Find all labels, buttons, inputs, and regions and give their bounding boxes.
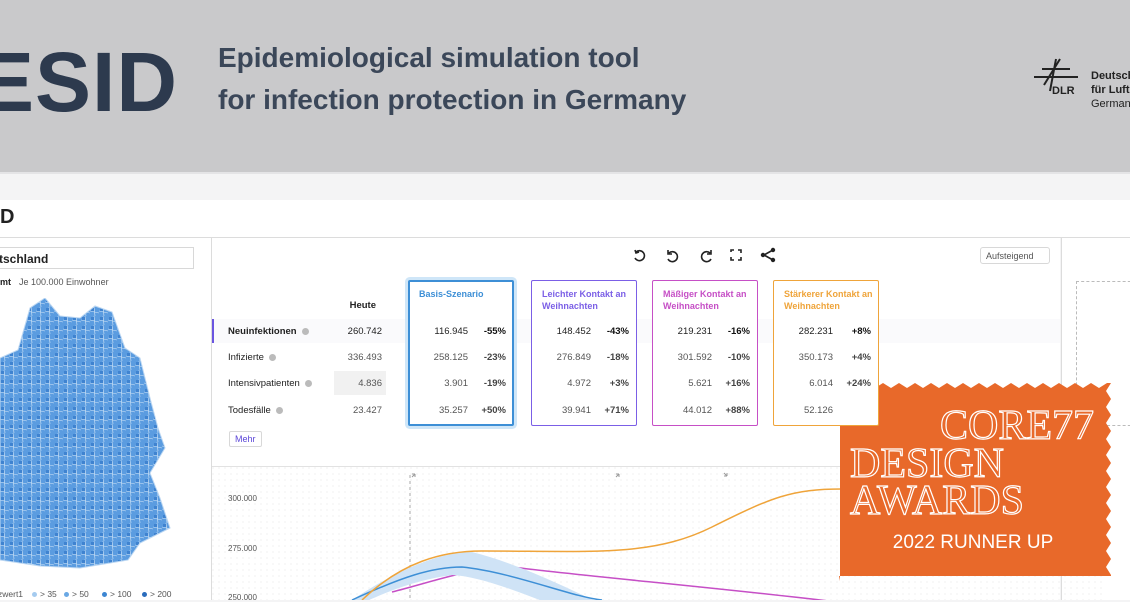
scenario-change: +8% [851, 326, 871, 337]
sort-dropdown[interactable]: Aufsteigend [980, 247, 1050, 264]
legend-label: > 100 [110, 589, 132, 599]
partner-text: German [1091, 98, 1130, 110]
scenario-value: 52.126 [803, 405, 833, 416]
more-button[interactable]: Mehr [229, 431, 262, 447]
refresh-icon[interactable] [634, 249, 646, 262]
scenario-change: +88% [725, 405, 750, 416]
scenario-value: 6.014 [809, 378, 833, 389]
scenario-value: 350.173 [798, 352, 833, 363]
scenario-change: +71% [604, 405, 629, 416]
legend-swatch [32, 592, 37, 597]
today-value: 260.742 [347, 326, 382, 337]
scenario-value: 276.849 [556, 352, 591, 363]
scenario-value: 35.257 [438, 405, 468, 416]
scenario-change: +50% [481, 405, 506, 416]
scenario-card[interactable] [652, 280, 758, 426]
scenario-card[interactable] [408, 280, 514, 426]
legend-swatch [64, 592, 69, 597]
today-value: 4.836 [358, 378, 382, 389]
tagline: Epidemiological simulation tool [218, 42, 640, 73]
partner-logo: DLR [1034, 58, 1078, 97]
y-tick-label: 250.000 [228, 593, 257, 602]
scenario-change: -55% [483, 326, 506, 337]
info-icon[interactable] [268, 353, 276, 361]
scenario-change: +4% [851, 352, 871, 363]
legend-label: zwert1 [0, 589, 24, 599]
app-title: D [0, 206, 15, 228]
scenario-title: Mäßiger Kontakt an Weihnachten [663, 289, 747, 311]
scenario-card[interactable] [773, 280, 879, 426]
badge-text: DESIGN [849, 441, 1004, 487]
info-icon[interactable] [301, 327, 309, 335]
legend-label: > 35 [40, 589, 57, 599]
scenario-change: +3% [609, 378, 629, 389]
cell-shade [334, 371, 386, 395]
scenario-title: Stärkerer Kontakt an Weihnachten [784, 289, 873, 311]
scenario-change: -23% [483, 352, 506, 363]
scenario-value: 3.901 [444, 378, 468, 389]
tagline: for infection protection in Germany [218, 84, 687, 115]
scenario-value: 39.941 [561, 405, 591, 416]
legend-swatch [142, 592, 147, 597]
info-icon[interactable] [304, 379, 312, 387]
legend-label: > 50 [72, 589, 89, 599]
map-tab[interactable]: Je 100.000 Einwohner [19, 277, 109, 287]
scenario-change: -43% [606, 326, 629, 337]
badge-text: CORE77 [939, 403, 1095, 449]
partner-text: Deutsch [1091, 70, 1130, 82]
scenario-value: 5.621 [688, 378, 712, 389]
redo-icon[interactable] [700, 250, 712, 263]
scenario-change: +24% [846, 378, 871, 389]
award-text: 2022 RUNNER UP [892, 532, 1054, 553]
scenario-value: 219.231 [677, 326, 712, 337]
scenario-value: 301.592 [677, 352, 712, 363]
scenario-title: Basis-Szenario [419, 289, 484, 299]
partner-mark: DLR [1052, 85, 1075, 97]
logo: ESID [0, 35, 179, 129]
legend-swatch [102, 592, 107, 597]
row-label: Neuinfektionen [228, 326, 309, 337]
scenario-change: +16% [725, 378, 750, 389]
scenario-title: Leichter Kontakt an Weihnachten [542, 289, 627, 311]
row-label: Infizierte [228, 352, 276, 363]
scenario-card[interactable] [531, 280, 637, 426]
scenario-value: 4.972 [567, 378, 591, 389]
scenario-value: 44.012 [682, 405, 712, 416]
award-badge [835, 383, 1111, 581]
badge-shape [835, 383, 1111, 581]
scenario-value: 282.231 [798, 326, 833, 337]
map [0, 298, 171, 569]
scenario-value: 258.125 [433, 352, 468, 363]
scenario-change: -10% [727, 352, 750, 363]
toolbar [634, 247, 776, 263]
partner-text: für Luft [1091, 84, 1130, 96]
row-label: Intensivpatienten [228, 378, 312, 389]
location-search[interactable]: tschland [0, 247, 194, 269]
legend-label: > 200 [150, 589, 172, 599]
banner [0, 0, 1130, 174]
y-tick-label: 300.000 [228, 494, 257, 503]
today-header-text: Heute [349, 300, 376, 311]
today-value: 336.493 [347, 352, 382, 363]
today-value: 23.427 [352, 405, 382, 416]
undo-icon[interactable] [667, 250, 679, 263]
scenario-value: 116.945 [434, 326, 468, 337]
app-header [0, 200, 1130, 238]
row-label: Todesfälle [228, 405, 283, 416]
map-tab[interactable]: mt [0, 277, 11, 287]
y-tick-label: 275.000 [228, 544, 257, 553]
fullscreen-icon[interactable] [730, 249, 742, 261]
scenario-value: 148.452 [556, 326, 591, 337]
badge-text: AWARDS [849, 478, 1024, 524]
scenario-change: -18% [606, 352, 629, 363]
scenario-change: -16% [727, 326, 750, 337]
scenario-change: -19% [483, 378, 506, 389]
info-icon[interactable] [275, 406, 283, 414]
divider [212, 466, 1060, 467]
